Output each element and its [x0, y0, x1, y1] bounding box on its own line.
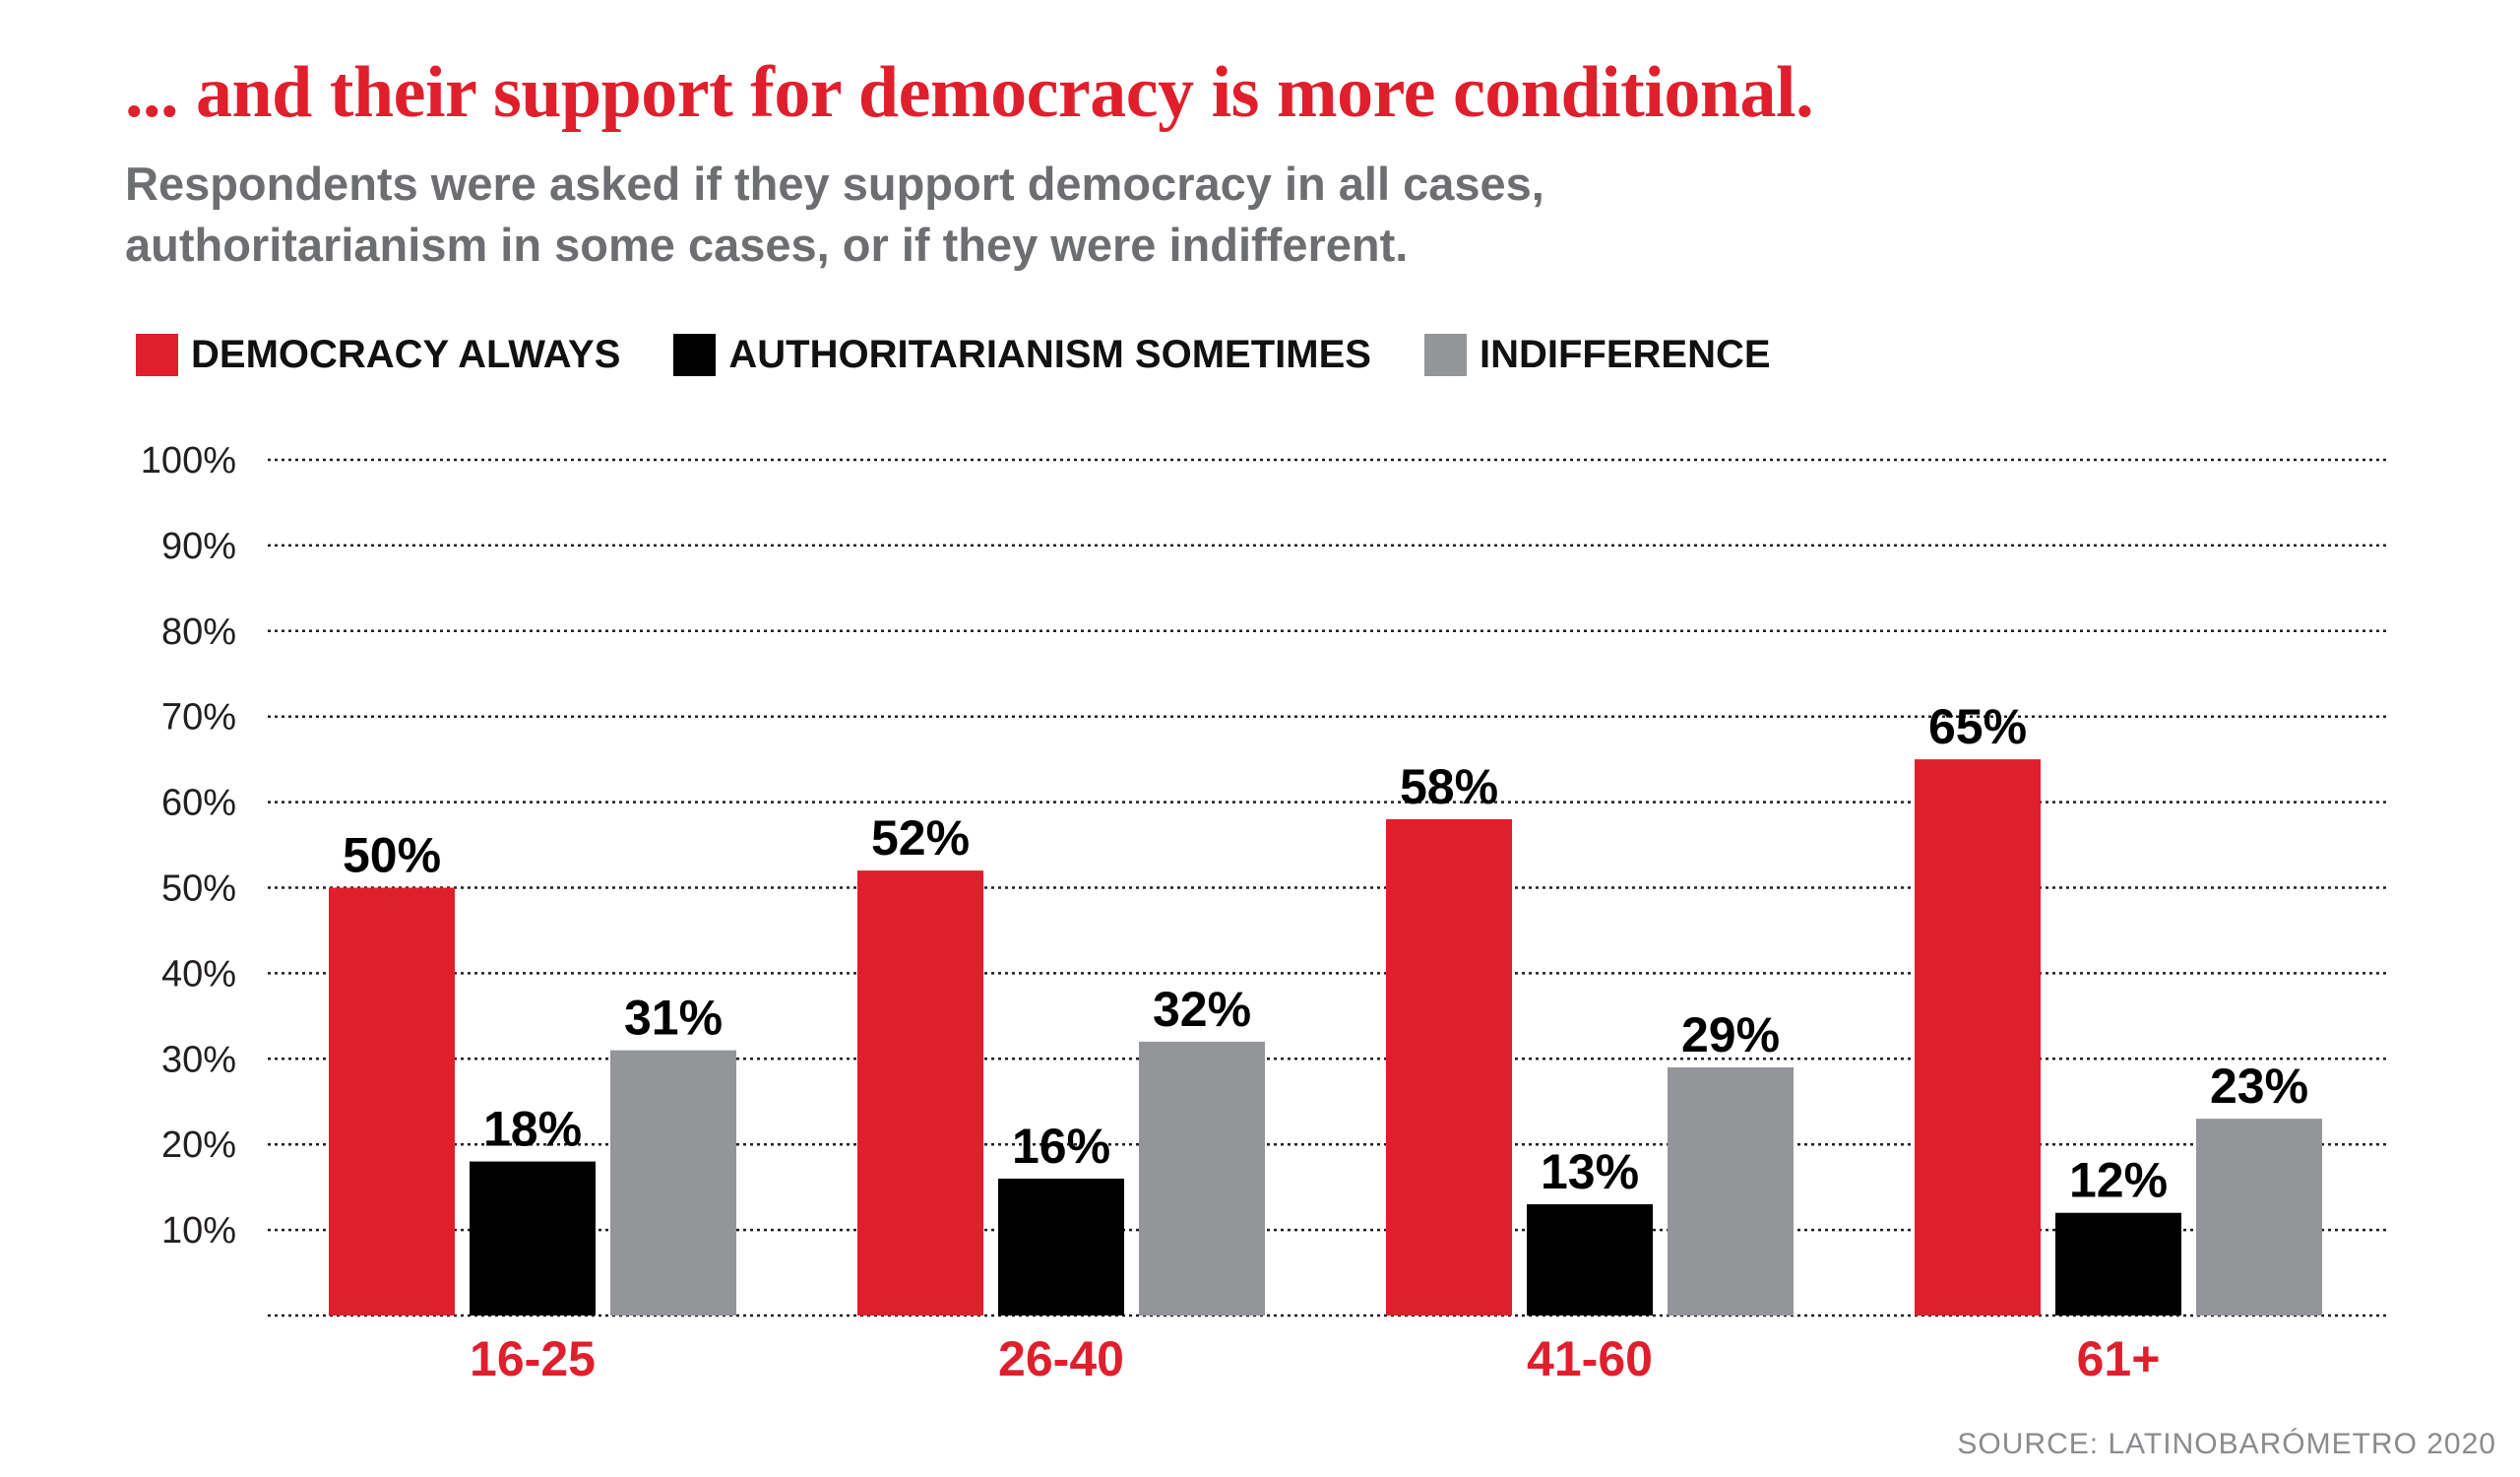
- legend-swatch-indifference: [1423, 334, 1467, 376]
- chart-legend: DEMOCRACY ALWAYS AUTHORITARIANISM SOMETI…: [136, 333, 1824, 377]
- data-label: 23%: [2210, 1059, 2308, 1114]
- bar: [610, 1050, 736, 1316]
- chart-subtitle: Respondents were asked if they support d…: [125, 154, 1798, 276]
- y-tick-label: 80%: [161, 611, 236, 653]
- data-label: 65%: [1928, 699, 2027, 754]
- data-label: 58%: [1400, 759, 1498, 814]
- data-label: 29%: [1681, 1007, 1780, 1062]
- bar: [857, 870, 983, 1316]
- data-label: 31%: [624, 991, 723, 1046]
- y-tick-label: 40%: [161, 953, 236, 995]
- bar: [1668, 1066, 1794, 1316]
- legend-label-indifference: INDIFFERENCE: [1479, 333, 1771, 376]
- legend-label-authoritarianism: AUTHORITARIANISM SOMETIMES: [728, 333, 1371, 376]
- x-category-label: 41-60: [1527, 1331, 1653, 1386]
- y-tick-label: 100%: [141, 440, 236, 482]
- bar: [998, 1178, 1124, 1316]
- bar: [470, 1161, 596, 1316]
- bar: [2055, 1212, 2181, 1316]
- y-tick-label: 70%: [161, 697, 236, 738]
- y-tick-label: 20%: [161, 1124, 236, 1166]
- y-tick-label: 60%: [161, 783, 236, 824]
- y-tick-label: 90%: [161, 526, 236, 567]
- bar: [1527, 1204, 1653, 1316]
- legend-item-indifference: INDIFFERENCE: [1423, 333, 1771, 377]
- data-label: 16%: [1012, 1119, 1110, 1174]
- y-tick-label: 30%: [161, 1039, 236, 1080]
- data-label: 32%: [1153, 982, 1251, 1037]
- legend-label-democracy: DEMOCRACY ALWAYS: [191, 333, 621, 376]
- data-label: 50%: [343, 828, 441, 883]
- legend-item-authoritarianism: AUTHORITARIANISM SOMETIMES: [673, 333, 1371, 377]
- data-label: 52%: [871, 810, 970, 866]
- data-label: 18%: [483, 1102, 582, 1157]
- x-category-label: 26-40: [998, 1331, 1124, 1386]
- x-category-label: 16-25: [470, 1331, 596, 1386]
- y-tick-label: 50%: [161, 868, 236, 910]
- bar: [1139, 1041, 1265, 1316]
- legend-swatch-democracy: [136, 334, 178, 376]
- x-category-label: 61+: [2077, 1331, 2161, 1386]
- bar: [1915, 759, 2041, 1316]
- bar: [1386, 818, 1512, 1316]
- chart-title: ... and their support for democracy is m…: [125, 52, 1814, 133]
- data-label: 13%: [1541, 1144, 1639, 1199]
- data-label: 12%: [2069, 1153, 2168, 1208]
- bar: [2196, 1119, 2322, 1316]
- legend-item-democracy: DEMOCRACY ALWAYS: [136, 333, 620, 377]
- subtitle-line-2: authoritarianism in some cases, or if th…: [125, 219, 1409, 271]
- bar: [329, 887, 455, 1316]
- y-tick-label: 10%: [161, 1210, 236, 1252]
- legend-swatch-authoritarianism: [673, 334, 717, 376]
- subtitle-line-1: Respondents were asked if they support d…: [125, 158, 1544, 210]
- source-note: SOURCE: LATINOBARÓMETRO 2020: [1957, 1428, 2496, 1460]
